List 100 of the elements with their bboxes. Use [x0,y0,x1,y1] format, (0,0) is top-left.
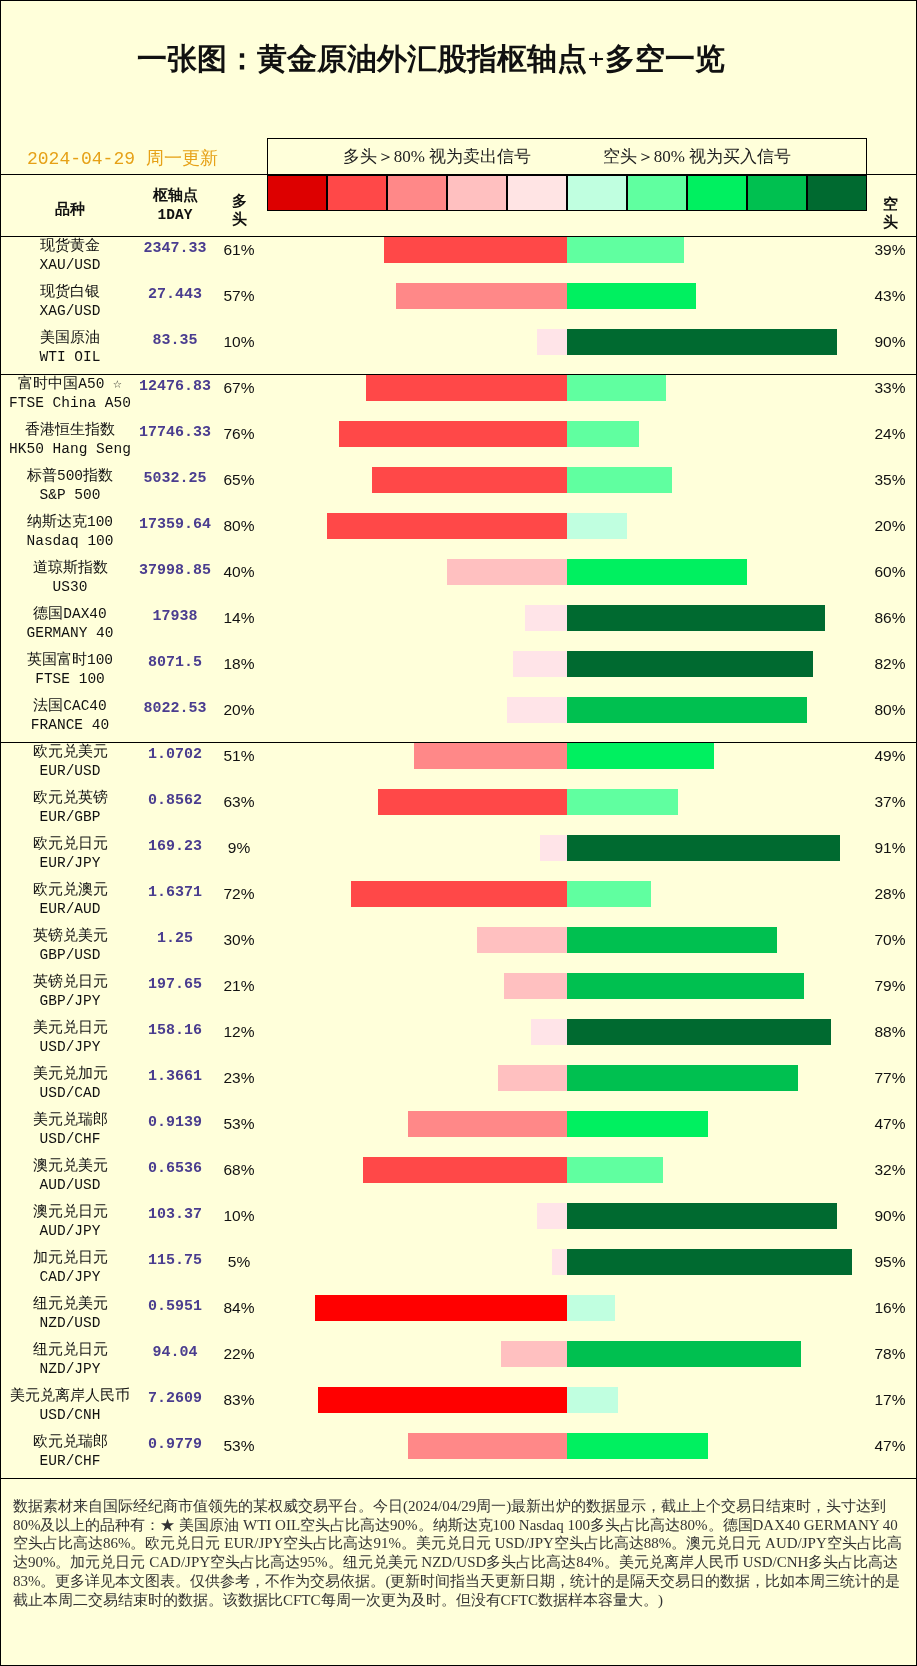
y2-tick-label: 169.23 [147,838,203,855]
y2-tick-label: 17359.64 [138,516,212,533]
data-label: 65% [223,471,255,488]
data-label: 47% [874,1437,906,1454]
data-label: 78% [874,1345,906,1362]
data-label: 35% [874,471,906,488]
data-label: 10% [223,333,255,350]
data-label: 88% [874,1023,906,1040]
y-tick-label: 纳斯达克100 Nasdaq 100 [26,513,114,549]
data-label: 91% [874,839,906,856]
data-label: 24% [874,425,906,442]
y2-tick-label: 7.2609 [147,1390,203,1407]
y-tick-label: 澳元兑日元 AUD/JPY [32,1203,108,1239]
y2-tick-label: 0.9779 [147,1436,203,1453]
y-tick-label: 美国原油 WTI OIL [39,329,101,365]
y-tick-label: 富时中国A50 ☆ FTSE China A50 [9,375,131,411]
y2-tick-label: 27.443 [147,286,203,303]
bar [531,1019,567,1045]
y2-tick-label: 0.8562 [147,792,203,809]
y-tick-label: 纽元兑美元 NZD/USD [32,1295,108,1331]
bar [567,513,627,539]
y-tick-label: 英国富时100 FTSE 100 [26,651,114,687]
data-label: 80% [223,517,255,534]
y-tick-label: 美元兑加元 USD/CAD [32,1065,108,1101]
y-tick-label: 澳元兑美元 AUD/USD [32,1157,108,1193]
data-label: 90% [874,333,906,350]
text: 空头＞80% 视为买入信号 [602,146,792,168]
y-tick-label: 道琼斯指数 US30 [32,559,108,595]
data-label: 23% [223,1069,255,1086]
x-axis-title: 空头 [882,195,898,231]
data-label: 76% [223,425,255,442]
data-label: 82% [874,655,906,672]
bar [567,1387,618,1413]
data-label: 5% [227,1253,251,1270]
data-label: 51% [223,747,255,764]
text: 2024-04-29 周一更新 [27,148,218,171]
y2-tick-label: 12476.83 [138,378,212,395]
y-tick-label: 纽元兑日元 NZD/JPY [32,1341,108,1377]
bar [513,651,567,677]
y-tick-label: 美元兑日元 USD/JPY [32,1019,108,1055]
y-tick-label: 香港恒生指数 HK50 Hang Seng [9,421,131,457]
data-label: 95% [874,1253,906,1270]
data-label: 20% [223,701,255,718]
y2-tick-label: 1.0702 [147,746,203,763]
data-label: 83% [223,1391,255,1408]
data-label: 37% [874,793,906,810]
data-label: 79% [874,977,906,994]
data-label: 49% [874,747,906,764]
data-label: 10% [223,1207,255,1224]
bar [540,835,567,861]
data-label: 20% [874,517,906,534]
data-label: 33% [874,379,906,396]
text: 数据素材来自国际经纪商市值领先的某权威交易平台。今日(2024/04/29周一)最新出炉的数据显示，截止上个交易日结束时，头寸达到80%及以上的品种有：★ 美国原油 WTI OIL空头占比高达90%。纳斯达克100 Nasdaq 100多头占比高达80%。德国DAX40 GERMANY 40空头占比高达86%。欧元兑日元 EUR/JPY空头占比高达91%。美元兑日元 USD/JPY空头占比高达88%。澳元兑日元 AUD/JPY空头占比高达90%。加元兑日元 CAD/JPY空头占比高达95%。纽元兑美元 NZD/USD多头占比高达84%。美元兑离岸人民币 USD/CNH多头占比高达83%。更多详见本文图表。仅供参考，不作为交易依据。(更新时间指当天更新日期，统计的是隔天交易日的数据，比如本周三统计的是截止本周二交易结束时的数据。该数据比CFTC每周一次更为及时。但没有CFTC数据样本容量大。) [13,1497,903,1610]
y-tick-label: 欧元兑澳元 EUR/AUD [32,881,108,917]
data-label: 90% [874,1207,906,1224]
data-label: 21% [223,977,255,994]
data-label: 16% [874,1299,906,1316]
data-label: 80% [874,701,906,718]
y2-tick-label: 0.6536 [147,1160,203,1177]
bar [507,697,567,723]
data-label: 67% [223,379,255,396]
data-label: 68% [223,1161,255,1178]
y-tick-label: 美元兑离岸人民币 USD/CNH [10,1387,130,1423]
y-tick-label: 现货黄金 XAU/USD [39,237,101,273]
data-label: 57% [223,287,255,304]
bar [567,421,639,447]
data-label: 12% [223,1023,255,1040]
y-tick-label: 欧元兑日元 EUR/JPY [32,835,108,871]
y2-tick-label: 5032.25 [143,470,207,487]
y2-tick-label: 1.25 [156,930,194,947]
data-label: 53% [223,1437,255,1454]
y-tick-label: 德国DAX40 GERMANY 40 [26,606,114,641]
bar [552,1249,567,1275]
y2-tick-label: 115.75 [147,1252,203,1269]
y2-tick-label: 197.65 [147,976,203,993]
y-axis-title: 品种 [55,199,85,219]
bar [537,1203,567,1229]
data-label: 28% [874,885,906,902]
y2-tick-label: 8022.53 [143,700,207,717]
y-tick-label: 加元兑日元 CAD/JPY [32,1249,108,1285]
y-tick-label: 欧元兑美元 EUR/USD [32,743,108,779]
data-label: 9% [227,839,251,856]
data-label: 60% [874,563,906,580]
y2-tick-label: 17938 [152,608,198,625]
x-axis-title: 多头 [231,192,247,228]
data-label: 77% [874,1069,906,1086]
y2-axis-title: 枢轴点 1DAY [151,187,199,225]
data-label: 18% [223,655,255,672]
y2-tick-label: 17746.33 [138,424,212,441]
data-label: 84% [223,1299,255,1316]
y-tick-label: 现货白银 XAG/USD [39,283,101,319]
y2-tick-label: 158.16 [147,1022,203,1039]
y-tick-label: 标普500指数 S&P 500 [25,467,114,503]
data-label: 47% [874,1115,906,1132]
bar [525,605,567,631]
data-label: 86% [874,609,906,626]
data-label: 63% [223,793,255,810]
data-label: 70% [874,931,906,948]
y-tick-label: 英镑兑日元 GBP/JPY [32,973,108,1009]
y2-tick-label: 0.9139 [147,1114,203,1131]
